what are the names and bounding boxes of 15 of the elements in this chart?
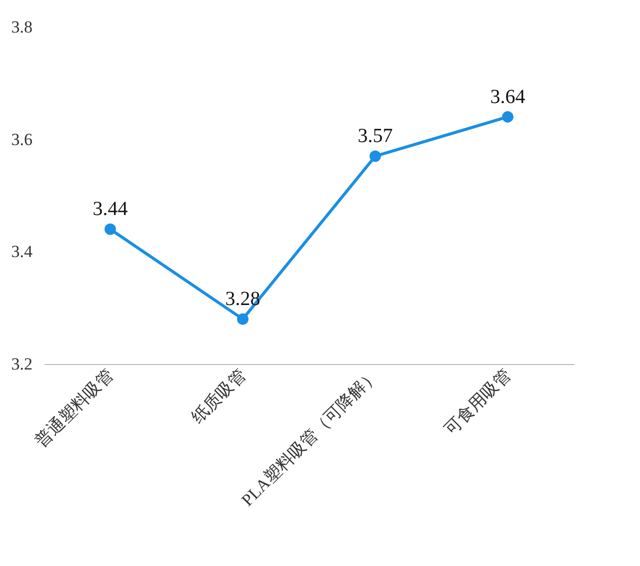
y-tick-label: 3.6 <box>11 130 32 149</box>
point <box>502 111 514 123</box>
x-tick-label: 纸质吸管 <box>188 365 250 427</box>
data-label: 3.44 <box>92 198 128 220</box>
x-tick-label: 普通塑料吸管 <box>32 365 118 451</box>
y-tick-label: 3.2 <box>11 354 32 374</box>
data-label: 3.28 <box>225 288 260 310</box>
y-tick-label: 3.4 <box>11 242 33 262</box>
data-label: 3.64 <box>490 86 526 108</box>
y-tick-label: 3.8 <box>11 18 32 36</box>
point <box>237 313 248 325</box>
point <box>370 150 381 162</box>
point <box>104 224 116 235</box>
data-label: 3.57 <box>358 125 393 148</box>
x-tick-label: 可食用吸管 <box>441 365 515 439</box>
